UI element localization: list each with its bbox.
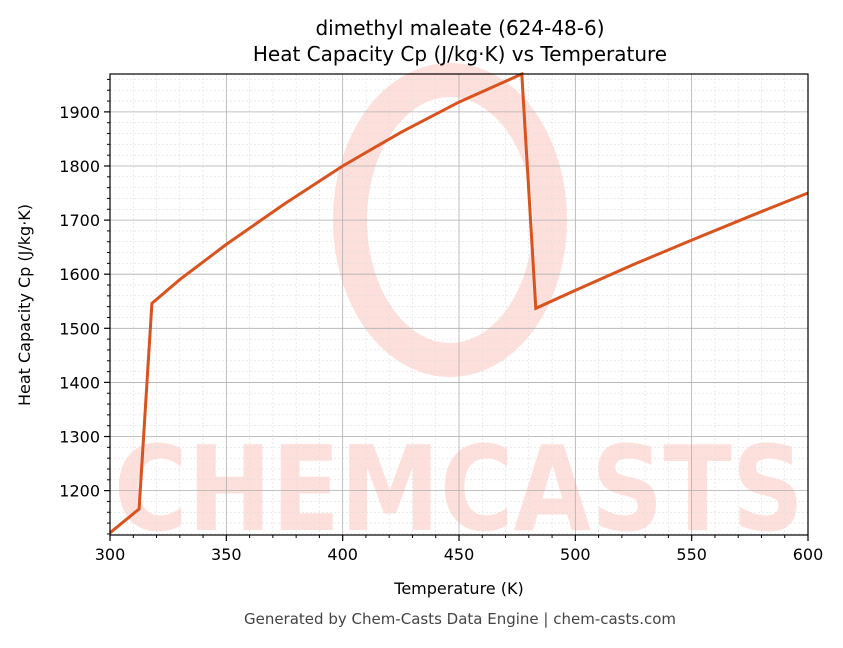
svg-text:1900: 1900 xyxy=(59,103,100,122)
svg-text:1200: 1200 xyxy=(59,482,100,501)
svg-text:1800: 1800 xyxy=(59,157,100,176)
svg-text:350: 350 xyxy=(211,545,242,564)
axis-ticks: 300 350 400 450 500 550 600 1200 1300 1400 1500 160… xyxy=(59,78,824,564)
svg-text:600: 600 xyxy=(793,545,824,564)
x-axis-label: Temperature (K) xyxy=(393,579,523,598)
svg-text:1600: 1600 xyxy=(59,265,100,284)
svg-text:1700: 1700 xyxy=(59,211,100,230)
svg-text:300: 300 xyxy=(95,545,126,564)
svg-text:450: 450 xyxy=(444,545,475,564)
y-axis-label: Heat Capacity Cp (J/kg·K) xyxy=(15,204,34,406)
chart-title-line1: dimethyl maleate (624-48-6) xyxy=(315,16,604,40)
svg-text:500: 500 xyxy=(560,545,591,564)
svg-text:1400: 1400 xyxy=(59,373,100,392)
data-line xyxy=(109,71,809,534)
svg-text:400: 400 xyxy=(327,545,358,564)
chart-title-line2: Heat Capacity Cp (J/kg·K) vs Temperature xyxy=(253,42,667,66)
svg-text:1300: 1300 xyxy=(59,428,100,447)
svg-text:550: 550 xyxy=(676,545,707,564)
footer-credit: Generated by Chem-Casts Data Engine | ch… xyxy=(244,610,676,628)
svg-text:1500: 1500 xyxy=(59,319,100,338)
